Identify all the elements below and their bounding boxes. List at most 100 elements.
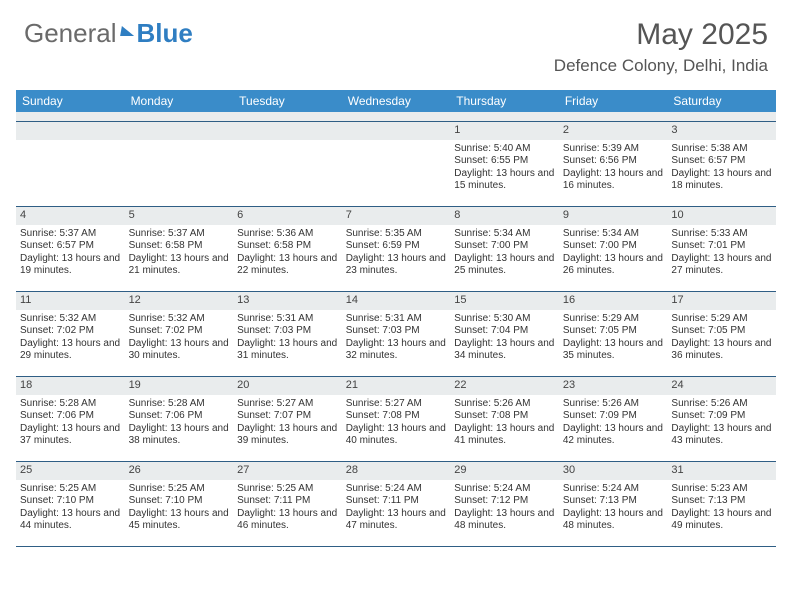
location-subtitle: Defence Colony, Delhi, India [554,56,768,76]
weekday-header-cell: Thursday [450,90,559,112]
sunset-line: Sunset: 7:02 PM [129,325,230,338]
day-cell: 8 Sunrise: 5:34 AMSunset: 7:00 PMDaylight… [450,207,559,291]
day-cell: 24Sunrise: 5:26 AMSunset: 7:09 PMDayligh… [667,377,776,461]
page-header: General Blue May 2025 Defence Colony, De… [0,0,792,84]
day-number: 24 [667,377,776,395]
sunrise-line: Sunrise: 5:26 AM [563,398,664,411]
weekday-header-cell: Monday [125,90,234,112]
day-cell: 19Sunrise: 5:28 AMSunset: 7:06 PMDayligh… [125,377,234,461]
logo-text-2: Blue [137,18,193,49]
day-number: 27 [233,462,342,480]
sunset-line: Sunset: 6:58 PM [129,240,230,253]
day-number: 4 [16,207,125,225]
day-cell: 10Sunrise: 5:33 AMSunset: 7:01 PMDayligh… [667,207,776,291]
day-cell: 14Sunrise: 5:31 AMSunset: 7:03 PMDayligh… [342,292,451,376]
sunrise-line: Sunrise: 5:27 AM [346,398,447,411]
daylight-line: Daylight: 13 hours and 45 minutes. [129,508,230,533]
day-cell: 3Sunrise: 5:38 AMSunset: 6:57 PMDaylight… [667,122,776,206]
sunrise-line: Sunrise: 5:33 AM [671,228,772,241]
sunset-line: Sunset: 7:05 PM [671,325,772,338]
day-number: 14 [342,292,451,310]
sunrise-line: Sunrise: 5:34 AM [454,228,555,241]
day-number: 7 [342,207,451,225]
sunrise-line: Sunrise: 5:39 AM [563,143,664,156]
sunset-line: Sunset: 7:03 PM [237,325,338,338]
sunrise-line: Sunrise: 5:26 AM [454,398,555,411]
sunset-line: Sunset: 7:08 PM [346,410,447,423]
daylight-line: Daylight: 13 hours and 42 minutes. [563,423,664,448]
calendar: SundayMondayTuesdayWednesdayThursdayFrid… [16,90,776,547]
day-number: 5 [125,207,234,225]
day-number: 8 [450,207,559,225]
sunset-line: Sunset: 7:02 PM [20,325,121,338]
sunset-line: Sunset: 7:05 PM [563,325,664,338]
day-cell [233,122,342,206]
month-title: May 2025 [554,18,768,52]
sunrise-line: Sunrise: 5:24 AM [454,483,555,496]
daylight-line: Daylight: 13 hours and 27 minutes. [671,253,772,278]
sunset-line: Sunset: 7:08 PM [454,410,555,423]
day-number: 17 [667,292,776,310]
sunset-line: Sunset: 6:59 PM [346,240,447,253]
sunrise-line: Sunrise: 5:31 AM [346,313,447,326]
daylight-line: Daylight: 13 hours and 22 minutes. [237,253,338,278]
sunset-line: Sunset: 6:57 PM [671,155,772,168]
daylight-line: Daylight: 13 hours and 32 minutes. [346,338,447,363]
day-cell: 4Sunrise: 5:37 AMSunset: 6:57 PMDaylight… [16,207,125,291]
daylight-line: Daylight: 13 hours and 23 minutes. [346,253,447,278]
day-number: 2 [559,122,668,140]
sunrise-line: Sunrise: 5:25 AM [129,483,230,496]
daylight-line: Daylight: 13 hours and 43 minutes. [671,423,772,448]
sunrise-line: Sunrise: 5:29 AM [671,313,772,326]
sunset-line: Sunset: 7:10 PM [129,495,230,508]
sunset-line: Sunset: 6:55 PM [454,155,555,168]
sunset-line: Sunset: 7:06 PM [129,410,230,423]
daylight-line: Daylight: 13 hours and 19 minutes. [20,253,121,278]
sunrise-line: Sunrise: 5:26 AM [671,398,772,411]
daylight-line: Daylight: 13 hours and 44 minutes. [20,508,121,533]
sunset-line: Sunset: 7:13 PM [671,495,772,508]
day-cell: 11Sunrise: 5:32 AMSunset: 7:02 PMDayligh… [16,292,125,376]
day-cell: 13Sunrise: 5:31 AMSunset: 7:03 PMDayligh… [233,292,342,376]
sunrise-line: Sunrise: 5:36 AM [237,228,338,241]
day-cell: 15Sunrise: 5:30 AMSunset: 7:04 PMDayligh… [450,292,559,376]
day-cell: 23Sunrise: 5:26 AMSunset: 7:09 PMDayligh… [559,377,668,461]
day-cell: 1Sunrise: 5:40 AMSunset: 6:55 PMDaylight… [450,122,559,206]
daylight-line: Daylight: 13 hours and 46 minutes. [237,508,338,533]
day-cell: 28Sunrise: 5:24 AMSunset: 7:11 PMDayligh… [342,462,451,546]
sunrise-line: Sunrise: 5:29 AM [563,313,664,326]
sunset-line: Sunset: 6:56 PM [563,155,664,168]
day-number: 21 [342,377,451,395]
daylight-line: Daylight: 13 hours and 37 minutes. [20,423,121,448]
sunset-line: Sunset: 7:12 PM [454,495,555,508]
day-number: 3 [667,122,776,140]
sunrise-line: Sunrise: 5:38 AM [671,143,772,156]
day-number [233,122,342,140]
daylight-line: Daylight: 13 hours and 26 minutes. [563,253,664,278]
day-number [342,122,451,140]
day-cell: 25Sunrise: 5:25 AMSunset: 7:10 PMDayligh… [16,462,125,546]
sunrise-line: Sunrise: 5:40 AM [454,143,555,156]
daylight-line: Daylight: 13 hours and 34 minutes. [454,338,555,363]
day-number: 11 [16,292,125,310]
sunrise-line: Sunrise: 5:35 AM [346,228,447,241]
day-cell: 7 Sunrise: 5:35 AMSunset: 6:59 PMDaylight… [342,207,451,291]
daylight-line: Daylight: 13 hours and 48 minutes. [563,508,664,533]
week-row: 11Sunrise: 5:32 AMSunset: 7:02 PMDayligh… [16,292,776,377]
daylight-line: Daylight: 13 hours and 31 minutes. [237,338,338,363]
sunset-line: Sunset: 7:11 PM [237,495,338,508]
sunrise-line: Sunrise: 5:25 AM [237,483,338,496]
daylight-line: Daylight: 13 hours and 48 minutes. [454,508,555,533]
day-number: 29 [450,462,559,480]
day-cell: 21Sunrise: 5:27 AMSunset: 7:08 PMDayligh… [342,377,451,461]
day-number: 6 [233,207,342,225]
sunset-line: Sunset: 6:58 PM [237,240,338,253]
sunset-line: Sunset: 7:00 PM [454,240,555,253]
logo: General Blue [24,18,193,49]
daylight-line: Daylight: 13 hours and 41 minutes. [454,423,555,448]
day-number: 13 [233,292,342,310]
day-cell [342,122,451,206]
title-block: May 2025 Defence Colony, Delhi, India [554,18,768,76]
daylight-line: Daylight: 13 hours and 49 minutes. [671,508,772,533]
daylight-line: Daylight: 13 hours and 25 minutes. [454,253,555,278]
